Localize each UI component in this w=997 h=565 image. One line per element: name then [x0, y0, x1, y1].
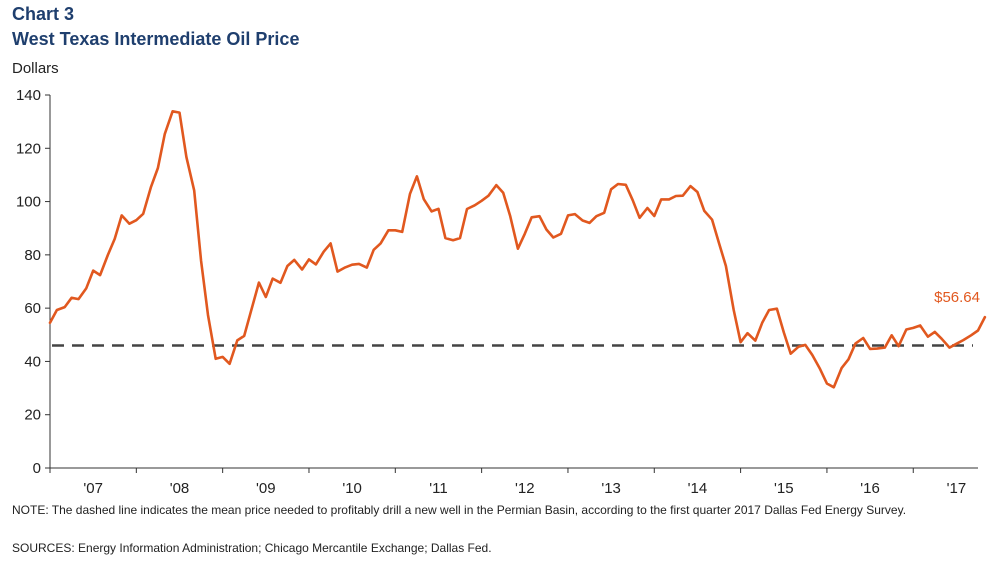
y-tick-label: 100 — [16, 194, 41, 211]
annotation-group: $56.64 — [934, 289, 980, 306]
x-axis: '07 '08 '09 '10 '11 '12 '13 '14 '15 '16 '17 — [49, 467, 978, 497]
chart-note: NOTE: The dashed line indicates the mean… — [12, 503, 907, 517]
x-tick-label: '10 — [342, 480, 362, 497]
x-tick-label: '13 — [601, 480, 621, 497]
y-tick-label: 20 — [24, 407, 41, 424]
last-value-label: $56.64 — [934, 289, 980, 306]
chart-sources: SOURCES: Energy Information Administrati… — [12, 541, 492, 555]
x-tick-label: '11 — [429, 480, 447, 497]
x-tick-label: '15 — [774, 480, 794, 497]
y-axis: 0 20 40 60 80 100 120 140 — [16, 87, 51, 477]
y-axis-label: Dollars — [12, 60, 59, 77]
y-tick-label: 60 — [24, 300, 41, 317]
x-tick-label: '09 — [256, 480, 276, 497]
wti-price-line — [48, 110, 987, 389]
x-tick-label: '14 — [688, 480, 708, 497]
x-tick-label: '08 — [170, 480, 190, 497]
x-tick-label: '17 — [947, 480, 967, 497]
y-tick-label: 80 — [24, 247, 41, 264]
y-tick-label: 40 — [24, 353, 41, 370]
chart-title: West Texas Intermediate Oil Price — [12, 29, 300, 49]
x-tick-label: '12 — [515, 480, 535, 497]
x-tick-label: '07 — [83, 480, 103, 497]
y-tick-label: 120 — [16, 140, 41, 157]
y-tick-label: 140 — [16, 87, 41, 104]
y-tick-label: 0 — [33, 460, 41, 477]
chart-number: Chart 3 — [12, 4, 75, 24]
series-group — [48, 110, 987, 389]
x-tick-label: '16 — [860, 480, 880, 497]
